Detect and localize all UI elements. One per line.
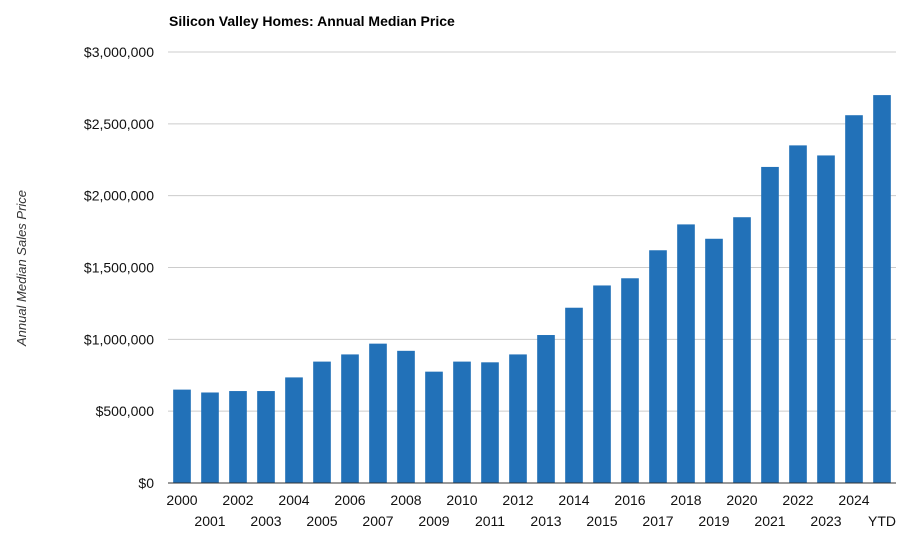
bar-2019 — [705, 238, 723, 483]
x-tick-label: 2000 — [166, 492, 197, 508]
bar-2015 — [593, 285, 611, 483]
bar-2018 — [677, 224, 695, 483]
x-tick-label: 2014 — [558, 492, 589, 508]
x-tick-label: 2019 — [698, 513, 729, 529]
gridlines — [168, 51, 896, 412]
x-tick-label: 2016 — [614, 492, 645, 508]
y-tick-label: $2,500,000 — [84, 116, 154, 132]
y-tick-label: $0 — [138, 475, 154, 491]
y-tick-label: $1,000,000 — [84, 331, 154, 347]
bar-2020 — [733, 217, 751, 483]
x-tick-label: 2006 — [334, 492, 365, 508]
x-tick-label: 2005 — [306, 513, 337, 529]
x-tick-label: 2008 — [390, 492, 421, 508]
x-tick-label: 2012 — [502, 492, 533, 508]
bar-2006 — [341, 354, 359, 483]
bar-2021 — [761, 166, 779, 483]
bar-2016 — [621, 278, 639, 483]
bar-2012 — [509, 354, 527, 483]
x-tick-label: 2015 — [586, 513, 617, 529]
bar-2000 — [173, 389, 191, 483]
bar-2005 — [313, 361, 331, 483]
x-tick-label: 2017 — [642, 513, 673, 529]
x-tick-label: 2001 — [194, 513, 225, 529]
x-tick-label: 2024 — [838, 492, 869, 508]
y-tick-label: $2,000,000 — [84, 188, 154, 204]
x-tick-label: 2007 — [362, 513, 393, 529]
x-tick-label: 2022 — [782, 492, 813, 508]
bar-2009 — [425, 371, 443, 483]
x-tick-label: 2010 — [446, 492, 477, 508]
y-axis-label: Annual Median Sales Price — [14, 190, 29, 347]
x-tick-label: 2002 — [222, 492, 253, 508]
y-axis-ticks: $0 $500,000 $1,000,000 $1,500,000 $2,000,000… — [84, 44, 154, 491]
y-tick-label: $1,500,000 — [84, 260, 154, 276]
x-tick-label: 2021 — [754, 513, 785, 529]
x-tick-label: 2023 — [810, 513, 841, 529]
bar-2010 — [453, 361, 471, 483]
bars — [173, 95, 891, 484]
chart-title: Silicon Valley Homes: Annual Median Pric… — [169, 13, 455, 29]
x-tick-label: 2011 — [475, 513, 505, 529]
bar-2014 — [565, 307, 583, 483]
bar-2004 — [285, 377, 303, 483]
y-tick-label: $500,000 — [96, 403, 155, 419]
x-tick-label: 2018 — [670, 492, 701, 508]
bar-2003 — [257, 391, 275, 483]
bar-2011 — [481, 362, 499, 483]
y-tick-label: $3,000,000 — [84, 44, 154, 60]
x-tick-label: 2003 — [250, 513, 281, 529]
bar-YTD — [873, 95, 891, 483]
bar-2008 — [397, 350, 415, 483]
bar-2007 — [369, 343, 387, 483]
x-tick-label: 2013 — [530, 513, 561, 529]
bar-2022 — [789, 145, 807, 483]
x-axis-ticks: 2000 2001 2002 2003 2004 2005 2006 2007 2008 2009… — [166, 492, 896, 529]
bar-2001 — [201, 392, 219, 483]
bar-2023 — [817, 155, 835, 483]
bar-2002 — [229, 391, 247, 483]
bar-2013 — [537, 335, 555, 483]
bar-2024 — [845, 115, 863, 484]
x-tick-label: 2009 — [418, 513, 449, 529]
x-tick-label: 2004 — [278, 492, 309, 508]
x-tick-label: 2020 — [726, 492, 757, 508]
bar-2017 — [649, 250, 667, 483]
x-tick-label: YTD — [868, 513, 896, 529]
